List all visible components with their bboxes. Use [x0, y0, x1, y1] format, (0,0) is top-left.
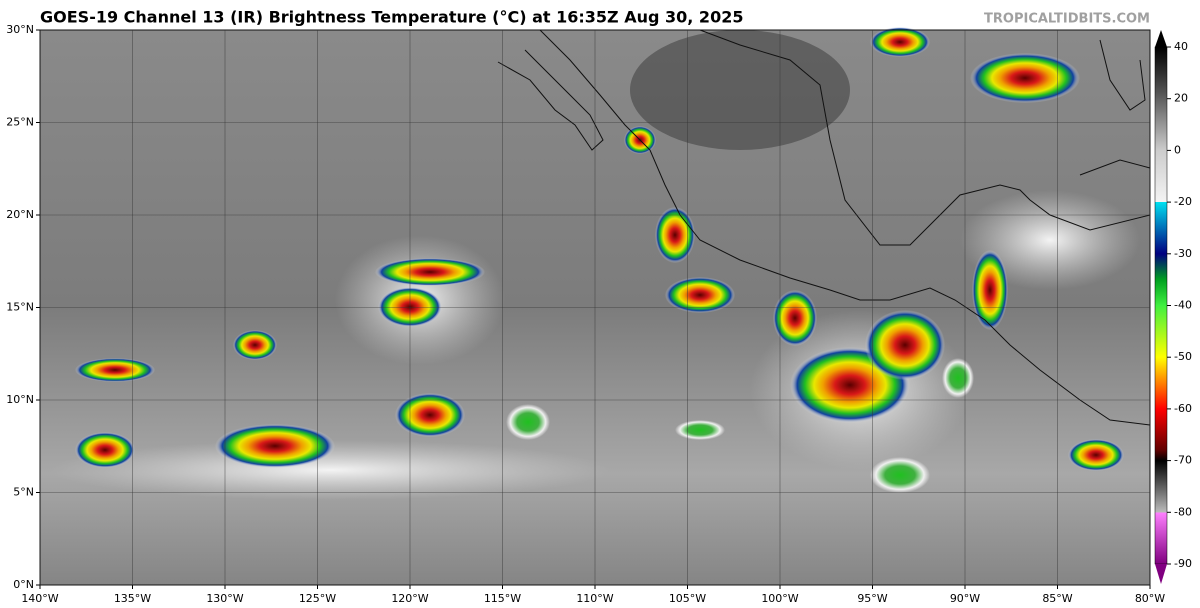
- colorbar-label: 0: [1174, 143, 1181, 156]
- x-tick-label: 130°W: [206, 592, 243, 605]
- y-tick-label: 0°N: [13, 578, 34, 591]
- x-tick-label: 100°W: [761, 592, 798, 605]
- x-tick-label: 90°W: [950, 592, 980, 605]
- colorbar-label: -20: [1174, 195, 1192, 208]
- x-tick-label: 85°W: [1042, 592, 1072, 605]
- colorbar-label: -70: [1174, 454, 1192, 467]
- colorbar-label: -40: [1174, 299, 1192, 312]
- colorbar-label: 40: [1174, 40, 1188, 53]
- colorbar-label: -30: [1174, 247, 1192, 260]
- coastlines: [497, 29, 1151, 426]
- y-tick-label: 10°N: [6, 393, 34, 406]
- y-tick-label: 5°N: [13, 486, 34, 499]
- x-tick-label: 110°W: [576, 592, 613, 605]
- y-tick-label: 30°N: [6, 23, 34, 36]
- x-tick-label: 120°W: [391, 592, 428, 605]
- x-tick-label: 115°W: [484, 592, 521, 605]
- colorbar-label: 20: [1174, 92, 1188, 105]
- x-tick-label: 125°W: [299, 592, 336, 605]
- x-tick-label: 140°W: [21, 592, 58, 605]
- colorbar-label: -50: [1174, 350, 1192, 363]
- y-tick-label: 20°N: [6, 208, 34, 221]
- colorbar-label: -60: [1174, 402, 1192, 415]
- title: GOES-19 Channel 13 (IR) Brightness Tempe…: [40, 8, 743, 27]
- colorbar-label: -90: [1174, 557, 1192, 570]
- x-tick-label: 105°W: [669, 592, 706, 605]
- colorbar: [1154, 30, 1168, 584]
- x-tick-label: 80°W: [1135, 592, 1165, 605]
- x-tick-label: 95°W: [857, 592, 887, 605]
- colorbar-label: -80: [1174, 505, 1192, 518]
- x-tick-label: 135°W: [114, 592, 151, 605]
- y-tick-label: 25°N: [6, 116, 34, 129]
- y-tick-label: 15°N: [6, 301, 34, 314]
- credit: TROPICALTIDBITS.COM: [984, 12, 1150, 27]
